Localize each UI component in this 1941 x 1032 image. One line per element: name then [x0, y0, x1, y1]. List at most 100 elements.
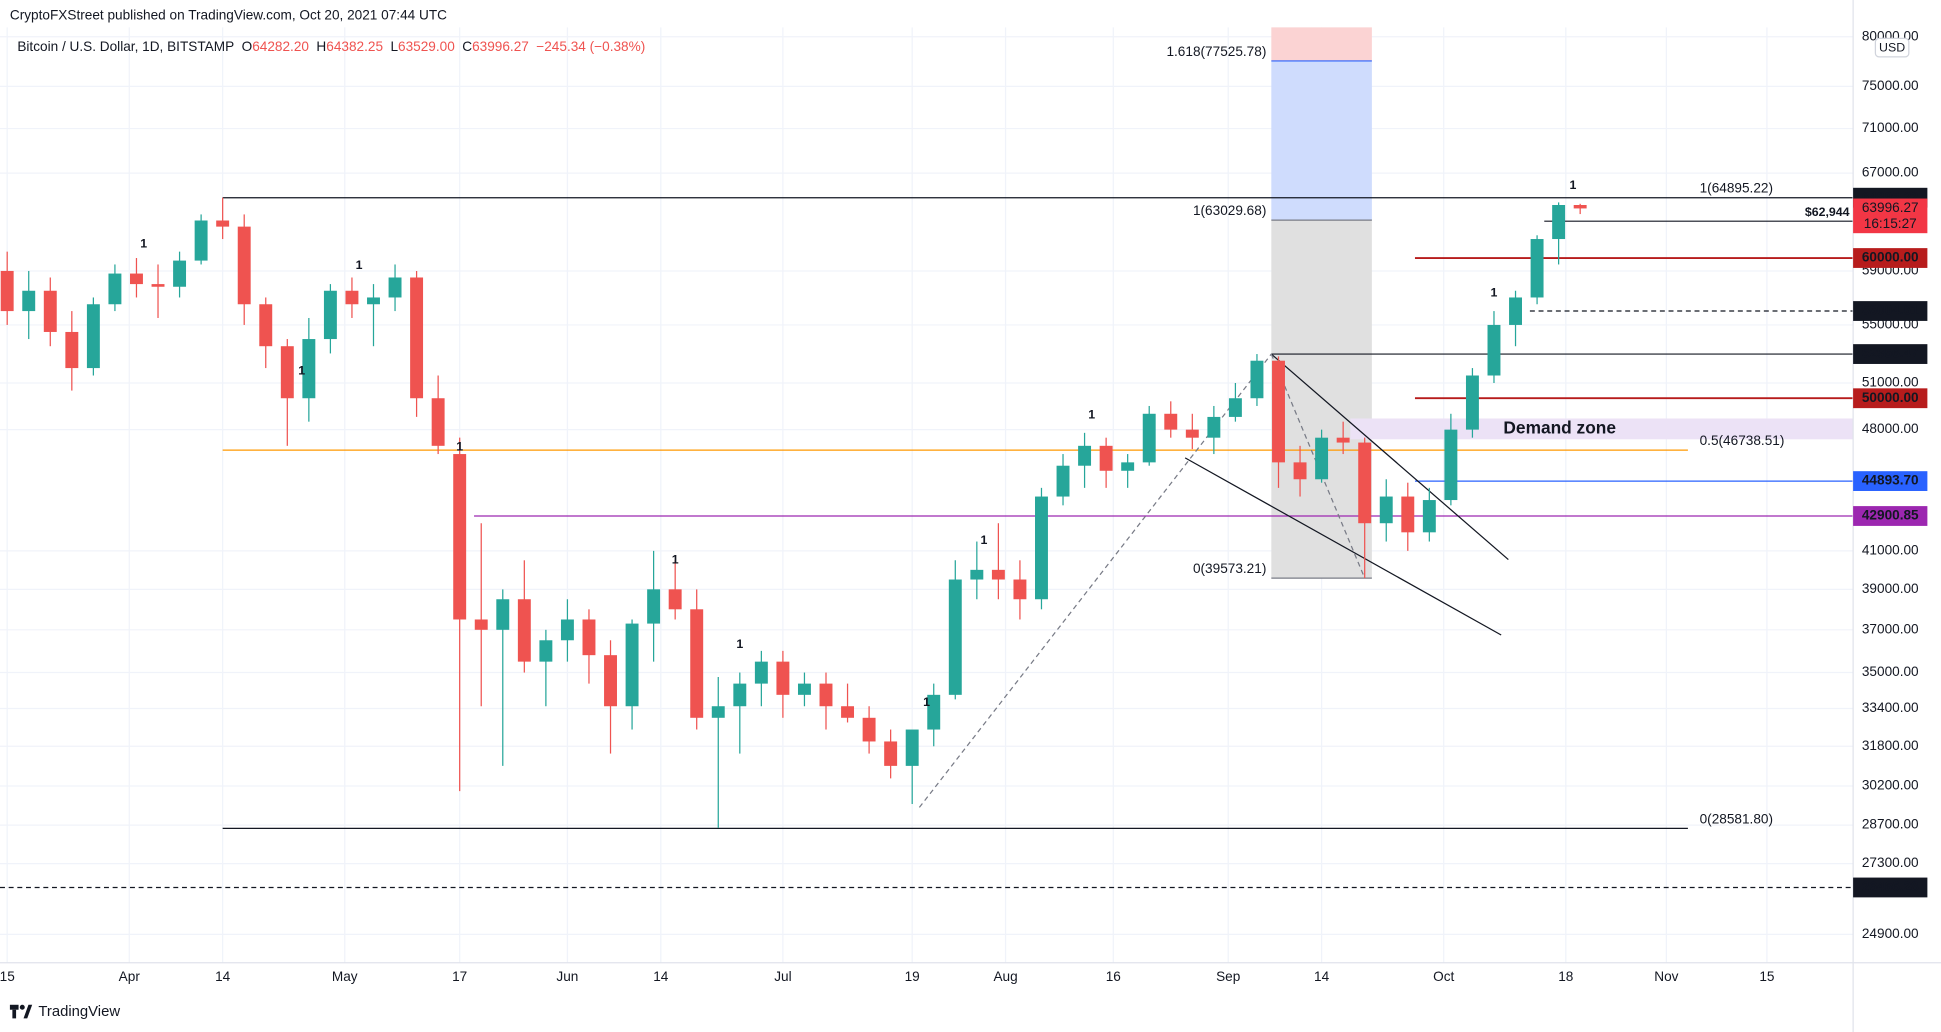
x-tick-label: 19: [905, 969, 920, 984]
axes: 24900.00 27300.00 28700.00 30200.00 31800.00…: [0, 28, 1928, 984]
signal-label: 1: [923, 695, 930, 709]
axis-level-box: [1853, 506, 1928, 526]
candle-body: [1530, 239, 1544, 298]
fib-zone-gray: [1271, 220, 1372, 579]
signal-label: 1: [1570, 178, 1577, 192]
candle-body: [496, 599, 510, 630]
signal-label: 1: [140, 236, 147, 250]
y-tick-label: 48000.00: [1862, 421, 1919, 436]
candle-body: [1035, 496, 1048, 600]
currency-label: USD: [1879, 41, 1905, 55]
candle-body: [216, 220, 230, 227]
axis-level-label: 52956.47: [1862, 346, 1919, 361]
candle-body: [388, 277, 402, 298]
signal-label: 1: [356, 258, 363, 272]
axis-level-label: 44893.70: [1862, 473, 1919, 488]
candle-body: [194, 220, 208, 261]
brand: TradingView: [38, 1004, 120, 1020]
x-tick-label: 14: [653, 969, 669, 984]
x-tick-label: 14: [215, 969, 231, 984]
candle-body: [582, 619, 596, 656]
footer-logo: [9, 1004, 33, 1019]
axis-level-label: 50000.00: [1862, 390, 1919, 405]
x-tick-label: 16: [1106, 969, 1121, 984]
candle-body: [841, 706, 855, 718]
candle-body: [1358, 442, 1372, 524]
currency-box: [1874, 37, 1910, 58]
fib-level-label: 1.618(77525.78): [1166, 44, 1266, 59]
candle-body: [410, 277, 424, 399]
publisher: CryptoFXStreet published on TradingView.…: [10, 8, 447, 23]
candle-body: [711, 706, 725, 718]
candle-body: [1228, 398, 1242, 417]
candle-body: [22, 290, 36, 312]
candle-body: [1078, 445, 1092, 466]
fib-zone-blue: [1271, 60, 1372, 221]
quote-value: 63529.00: [398, 39, 455, 54]
candle-body: [474, 619, 488, 630]
axis-level-box: [1853, 344, 1928, 364]
y-tick-label: 33400.00: [1862, 700, 1919, 715]
candle-body: [604, 655, 617, 707]
candle-body: [1487, 324, 1501, 376]
candle-body: [927, 694, 941, 730]
x-tick-label: Aug: [993, 969, 1017, 984]
candle-body: [690, 609, 704, 718]
signal-label: 1: [298, 363, 305, 377]
y-tick-label: 71000.00: [1862, 120, 1919, 135]
x-tick-label: Jun: [556, 969, 578, 984]
candle-body: [970, 569, 984, 580]
candle-body: [1509, 297, 1522, 325]
candle-body: [517, 599, 531, 662]
candle-body: [1465, 375, 1479, 430]
axis-level-label: 42900.85: [1862, 508, 1919, 523]
level-label: 0(28581.80): [1700, 811, 1773, 826]
axis-level-box: [1853, 877, 1928, 898]
candle-body: [647, 589, 661, 624]
candle-body: [367, 297, 380, 305]
candle-body: [0, 270, 14, 312]
candle-body: [1422, 500, 1436, 533]
signal-label: 1: [456, 440, 463, 454]
x-tick-label: Jul: [774, 969, 791, 984]
axis-level-box: [1853, 471, 1928, 491]
candle-body: [1164, 413, 1178, 430]
candle-body: [1336, 437, 1350, 443]
y-tick-label: 35000.00: [1862, 664, 1919, 679]
y-tick-label: 67000.00: [1862, 165, 1919, 180]
chart-title: Bitcoin / U.S. Dollar, 1D, BITSTAMP: [17, 39, 234, 54]
candle-body: [1185, 429, 1199, 438]
candle-body: [345, 290, 359, 305]
candle-body: [1013, 579, 1027, 600]
candle-body: [302, 339, 316, 399]
axis-level-label: 56004.61: [1862, 303, 1919, 318]
y-tick-label: 75000.00: [1862, 78, 1919, 93]
candle-body: [65, 331, 79, 369]
candle-body: [431, 398, 445, 446]
quote-change: −245.34 (−0.38%): [536, 39, 645, 54]
x-tick-label: 15: [0, 969, 15, 984]
candle-body: [259, 304, 273, 347]
candle-body: [86, 304, 100, 369]
candle-body: [560, 619, 574, 641]
candle-body: [1379, 496, 1393, 524]
level-label: 1(64895.22): [1700, 181, 1773, 196]
y-tick-label: 24900.00: [1862, 926, 1919, 941]
y-tick-label: 39000.00: [1862, 581, 1919, 596]
candle-body: [1444, 429, 1458, 501]
candle-body: [668, 589, 682, 610]
candle-body: [130, 273, 143, 285]
axis-level-box: [1853, 248, 1928, 268]
candle-body: [1207, 416, 1221, 438]
x-tick-label: Nov: [1654, 969, 1678, 984]
candle-body: [173, 260, 187, 287]
candle-body: [1250, 360, 1264, 399]
y-tick-label: 41000.00: [1862, 542, 1919, 557]
quote-value: 64282.20: [252, 39, 309, 54]
y-tick-label: 28700.00: [1862, 817, 1919, 832]
fib-level-label: 0(39573.21): [1193, 561, 1266, 576]
quote-key: H: [316, 39, 326, 54]
level-price-text: $62,944: [1805, 205, 1850, 219]
candle-body: [237, 226, 251, 305]
candle-body: [754, 661, 768, 684]
